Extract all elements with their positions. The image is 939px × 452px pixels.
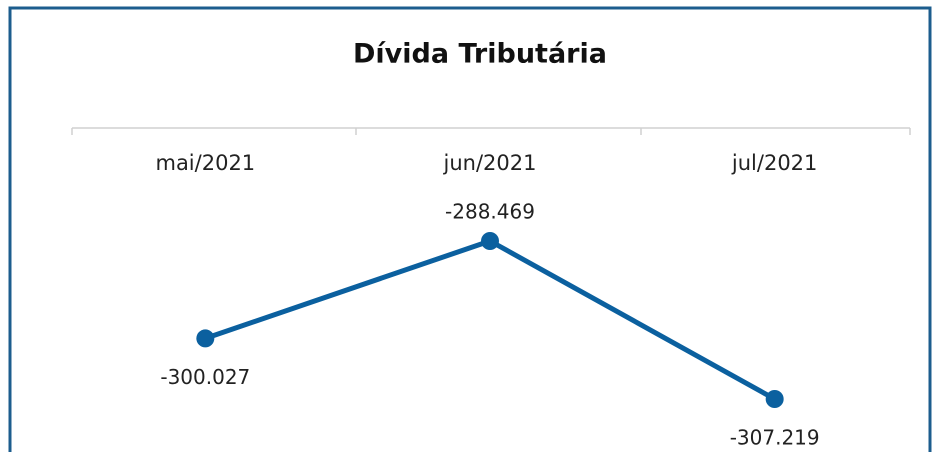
x-tick-label: mai/2021	[155, 151, 255, 175]
x-tick-label: jun/2021	[443, 151, 537, 175]
chart-title: Dívida Tributária	[353, 39, 607, 70]
data-label: -288.469	[445, 200, 535, 224]
data-point	[481, 232, 499, 250]
data-label: -307.219	[730, 426, 820, 450]
data-point	[196, 329, 215, 348]
data-label: -300.027	[160, 365, 250, 389]
category-axis	[71, 127, 911, 135]
data-point	[765, 390, 784, 408]
chart-frame	[8, 6, 932, 452]
x-tick-label: jul/2021	[731, 151, 818, 175]
